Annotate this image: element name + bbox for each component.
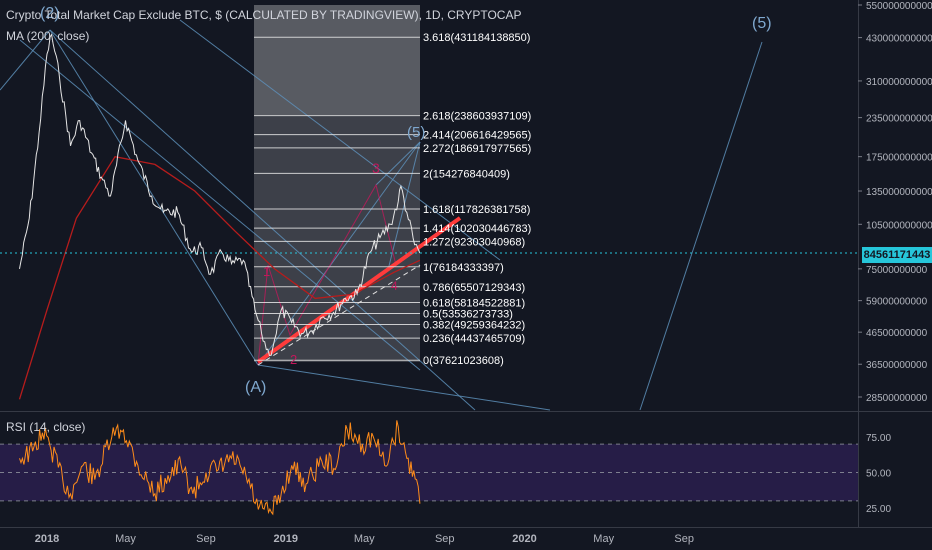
wave-label-5-near: (5) <box>407 124 425 141</box>
wave-line <box>257 141 421 366</box>
wave-label-1: 1 <box>263 264 270 279</box>
x-axis-label: Sep <box>196 533 216 545</box>
wave-line <box>179 19 501 261</box>
fib-level-label: 0.5(53536273733) <box>423 309 513 321</box>
fib-level-label: 2(154276840409) <box>423 168 510 180</box>
rsi-line <box>19 420 421 516</box>
y-axis-label: 135000000000 <box>866 187 932 198</box>
y-axis-label: 105000000000 <box>866 220 932 231</box>
x-axis-label: 2019 <box>274 533 298 545</box>
fib-level-label: 2.272(186917977565) <box>423 143 531 155</box>
y-axis-label: 235000000000 <box>866 114 932 125</box>
y-axis-label: 59000000000 <box>866 297 928 308</box>
rsi-axis-label: 50.00 <box>866 469 891 480</box>
dashed-support-line <box>257 264 421 366</box>
fib-level-label: 0.786(65507129343) <box>423 282 525 294</box>
y-axis-label: 75000000000 <box>866 265 928 276</box>
current-price-label: 84561171443 <box>863 249 931 261</box>
y-axis-label: 175000000000 <box>866 153 932 164</box>
wave-count-line <box>257 183 397 366</box>
wave-label-2-minor: 2 <box>290 352 297 367</box>
fib-level-label: 0.618(58184522881) <box>423 297 525 309</box>
wave-label-2: (2) <box>40 5 60 22</box>
fib-level-label: 0(37621023608) <box>423 355 504 367</box>
rsi-legend: RSI (14, close) <box>6 420 86 434</box>
rsi-axis-label: 25.00 <box>866 504 891 515</box>
fib-level-label: 2.414(206616429565) <box>423 130 531 142</box>
x-axis-label: May <box>593 533 614 545</box>
ma-legend: MA (200, close) <box>6 29 90 43</box>
x-axis-label: May <box>354 533 375 545</box>
chart-title: Crypto Total Market Cap Exclude BTC, $ (… <box>6 8 522 22</box>
x-axis-label: 2020 <box>512 533 536 545</box>
ma-line <box>18 155 421 400</box>
wave-label-3: 3 <box>372 160 380 176</box>
wave-line <box>375 141 421 186</box>
rsi-axis-label: 75.00 <box>866 433 891 444</box>
wave-label-4: 4 <box>391 279 398 293</box>
x-axis-label: 2018 <box>35 533 59 545</box>
fib-level-label: 2.618(238603937109) <box>423 111 531 123</box>
fib-level-label: 1.272(92303040968) <box>423 236 525 248</box>
fib-level-label: 1.414(102030446783) <box>423 223 531 235</box>
current-price-tag: 84561171443 <box>862 247 932 263</box>
wave-line <box>49 29 259 366</box>
y-axis-label: 28500000000 <box>866 393 928 404</box>
y-axis-label: 36500000000 <box>866 360 928 371</box>
wave-line <box>0 29 51 91</box>
fib-level-label: 1.618(117826381758) <box>423 204 530 216</box>
wave-line <box>19 39 421 371</box>
x-axis-label: May <box>115 533 136 545</box>
x-axis-label: Sep <box>435 533 455 545</box>
wave-line <box>639 41 763 411</box>
wave-label-5-far: (5) <box>752 15 772 32</box>
wave-line <box>257 364 551 411</box>
wave-line <box>387 141 421 271</box>
fib-level-label: 1(76184333397) <box>423 262 504 274</box>
y-axis-label: 310000000000 <box>866 77 932 88</box>
wave-label-a: (A) <box>245 379 266 396</box>
fib-level-label: 0.382(49259364232) <box>423 320 525 332</box>
price-line <box>19 33 421 357</box>
fib-level-label: 0.236(44437465709) <box>423 333 525 345</box>
y-axis-label: 430000000000 <box>866 34 932 45</box>
y-axis-label: 550000000000 <box>866 1 932 12</box>
y-axis-label: 46500000000 <box>866 328 928 339</box>
fib-level-label: 3.618(431184138850) <box>423 32 530 44</box>
x-axis-label: Sep <box>674 533 694 545</box>
wave-line <box>49 29 476 411</box>
